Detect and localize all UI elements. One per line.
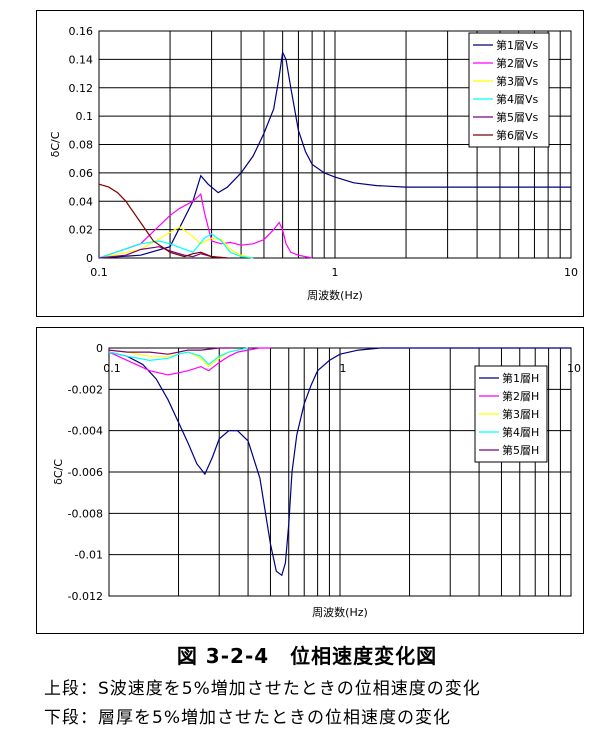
x-tick-label: 1 (332, 266, 339, 279)
series-line-2 (98, 193, 313, 259)
y-tick-label: 0.16 (69, 25, 94, 38)
legend-label: 第5層H (502, 443, 539, 457)
y-tick-label: -0.006 (68, 466, 103, 479)
legend-label: 第2層Vs (496, 56, 539, 70)
y-tick-label: -0.008 (68, 507, 103, 520)
x-tick-label: 10 (567, 362, 581, 375)
chart-panel-upper: 0.16 0.14 0.12 0.1 0.08 0.06 0.04 0.02 0 0.1 1 10 周波… (36, 10, 584, 317)
series-line-2 (108, 347, 271, 376)
legend-box (468, 32, 550, 148)
y-tick-label: 0.1 (76, 110, 94, 123)
caption-line-upper: 上段：S波速度を5%増加させたときの位相速度の変化 (44, 679, 481, 699)
legend-label: 第1層Vs (496, 38, 539, 52)
series-line-5 (108, 347, 235, 355)
y-tick-label: 0 (96, 342, 103, 355)
legend-label: 第4層Vs (496, 92, 539, 106)
y-tick-label: -0.012 (68, 590, 103, 603)
y-tick-label: -0.01 (75, 549, 103, 562)
caption-line-lower: 下段：層厚を5%増加させたときの位相速度の変化 (44, 708, 451, 728)
series-line-6 (98, 183, 228, 259)
legend-label: 第1層H (502, 371, 539, 385)
y-tick-label: 0.14 (69, 53, 94, 66)
chart-lower: 0 -0.002 -0.004 -0.006 -0.008 -0.01 -0.012 0.1 1… (52, 342, 581, 619)
legend-label: 第4層H (502, 425, 539, 439)
y-tick-label: 0.02 (69, 224, 94, 237)
y-tick-label: 0.12 (69, 82, 94, 95)
y-tick-label: 0.06 (69, 167, 94, 180)
legend-label: 第2層H (502, 389, 539, 403)
series-line-4 (98, 233, 254, 259)
series-line-1 (108, 347, 571, 577)
legend-label: 第3層H (502, 407, 539, 421)
series-line-1 (98, 50, 571, 259)
series-line-4 (108, 347, 249, 366)
y-tick-label: 0 (86, 252, 93, 265)
y-axis-label: δC/C (52, 459, 65, 485)
legend-label: 第6層Vs (496, 128, 539, 142)
series-line-5 (98, 246, 228, 259)
x-axis-label: 周波数(Hz) (312, 606, 368, 619)
y-tick-label: -0.002 (68, 383, 103, 396)
legend-label: 第5層Vs (496, 110, 539, 124)
x-tick-label: 0.1 (90, 266, 108, 279)
y-tick-label: 0.04 (69, 195, 94, 208)
figure-title: 図 3-2-4 位相速度変化図 (176, 644, 438, 668)
y-tick-label: 0.08 (69, 139, 94, 152)
x-tick-label: 10 (564, 266, 578, 279)
x-tick-label: 0.1 (103, 362, 121, 375)
series-line-3 (98, 226, 254, 259)
y-tick-label: -0.004 (68, 425, 103, 438)
legend-label: 第3層Vs (496, 74, 539, 88)
chart-panel-lower: 0 -0.002 -0.004 -0.006 -0.008 -0.01 -0.012 0.1 1… (36, 327, 584, 634)
y-axis-label: δC/C (49, 131, 62, 157)
x-tick-label: 1 (340, 362, 347, 375)
x-axis-label: 周波数(Hz) (307, 289, 363, 302)
